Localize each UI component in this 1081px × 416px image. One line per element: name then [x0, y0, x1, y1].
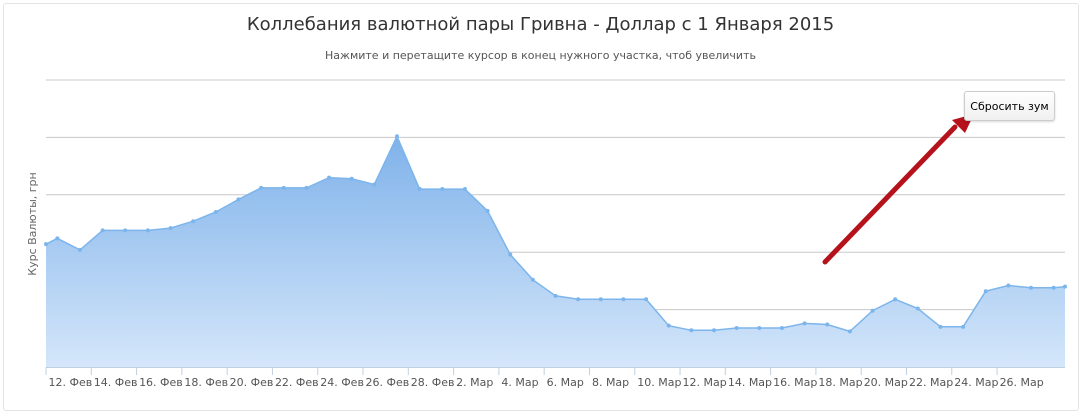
data-point-22: [530, 277, 535, 282]
x-tick-label: 22. Фев: [275, 376, 319, 389]
data-point-15: [372, 182, 377, 187]
x-tick-label: 18. Мар: [818, 376, 862, 389]
x-tick-label: 24. Фев: [320, 376, 364, 389]
x-tick-label: 24. Мар: [954, 376, 998, 389]
x-tick-label: 12. Мар: [683, 376, 727, 389]
red-arrow-annotation: [822, 114, 974, 265]
data-point-19: [462, 187, 467, 192]
data-point-7: [191, 219, 196, 224]
data-point-12: [304, 185, 309, 190]
data-point-5: [145, 228, 150, 233]
data-point-25: [598, 297, 603, 302]
chart-title: Коллебания валютной пары Гривна - Доллар…: [246, 14, 835, 35]
data-point-14: [349, 176, 354, 181]
data-point-18: [440, 187, 445, 192]
x-tick-label: 28. Фев: [411, 376, 455, 389]
data-point-32: [757, 325, 762, 330]
data-point-4: [123, 228, 128, 233]
data-point-29: [689, 328, 694, 333]
data-point-24: [576, 297, 581, 302]
x-tick-label: 16. Мар: [773, 376, 817, 389]
data-point-39: [915, 306, 920, 311]
x-tick-label: 6. Мар: [547, 376, 584, 389]
series-area: [46, 136, 1065, 367]
x-tick-label: 14. Мар: [728, 376, 772, 389]
chart-subtitle: Нажмите и перетащите курсор в конец нужн…: [325, 49, 756, 62]
data-point-43: [1006, 283, 1011, 288]
data-point-30: [712, 328, 717, 333]
data-point-31: [734, 325, 739, 330]
x-tick-label: 20. Фев: [230, 376, 274, 389]
data-point-1: [55, 236, 60, 241]
data-point-10: [259, 185, 264, 190]
data-point-0: [44, 242, 48, 247]
x-tick-label: 10. Мар: [637, 376, 681, 389]
x-tick-label: 4. Мар: [501, 376, 538, 389]
data-point-45: [1051, 285, 1056, 290]
data-point-23: [553, 293, 558, 298]
data-point-17: [417, 187, 422, 192]
data-point-2: [77, 247, 82, 252]
data-point-46: [1063, 284, 1067, 289]
data-point-16: [394, 134, 399, 139]
data-point-13: [327, 175, 332, 180]
x-tick-label: 18. Фев: [184, 376, 228, 389]
data-point-38: [893, 297, 898, 302]
x-tick-label: 12. Фев: [49, 376, 93, 389]
data-point-26: [621, 297, 626, 302]
x-tick-label: 26. Фев: [366, 376, 410, 389]
data-point-21: [508, 252, 513, 257]
data-point-20: [485, 208, 490, 213]
data-point-36: [847, 329, 852, 334]
y-axis-title: Курс Валюты, грн: [26, 172, 39, 275]
x-tick-label: 20. Мар: [864, 376, 908, 389]
data-point-35: [825, 322, 830, 327]
x-tick-label: 26. Мар: [1000, 376, 1044, 389]
x-tick-label: 2. Мар: [456, 376, 493, 389]
data-point-9: [236, 197, 241, 202]
x-tick-label: 16. Фев: [139, 376, 183, 389]
data-point-41: [961, 324, 966, 329]
data-point-3: [100, 228, 105, 233]
x-tick-label: 8. Мар: [592, 376, 629, 389]
data-point-8: [213, 210, 218, 215]
data-point-11: [281, 185, 286, 190]
x-tick-label: 14. Фев: [94, 376, 138, 389]
data-point-40: [938, 324, 943, 329]
x-axis: 12. Фев 14. Фев 16. Фев 18. Фев 20. Фев 22. Ф…: [45, 367, 1065, 389]
data-point-34: [802, 321, 807, 326]
data-point-28: [666, 323, 671, 328]
series-points: [44, 134, 1067, 334]
data-point-33: [779, 325, 784, 330]
x-tick-label: 22. Мар: [909, 376, 953, 389]
data-point-37: [870, 308, 875, 313]
data-point-44: [1029, 285, 1034, 290]
data-point-6: [168, 226, 173, 231]
data-point-27: [644, 297, 649, 302]
reset-zoom-button[interactable]: Сбросить зум: [964, 91, 1055, 121]
data-point-42: [983, 289, 988, 294]
